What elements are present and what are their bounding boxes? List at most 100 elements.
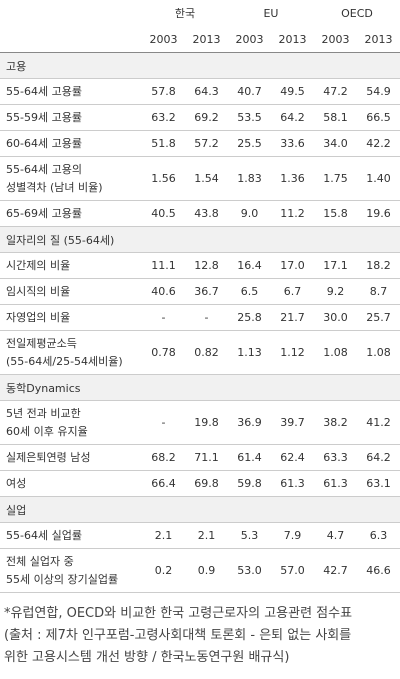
- data-row: 실제은퇴연령 남성 68.2 71.1 61.4 62.4 63.3 64.2: [0, 444, 400, 471]
- section-title: 고용: [0, 52, 400, 79]
- section-row: 일자리의 질 (55-64세): [0, 226, 400, 253]
- section-row: 고용: [0, 52, 400, 79]
- cell: 47.2: [314, 78, 357, 105]
- data-row: 전체 실업자 중 55세 이상의 장기실업률 0.2 0.9 53.0 57.0 42.7 4…: [0, 548, 400, 593]
- cell: 40.6: [142, 278, 185, 305]
- cell: 59.8: [228, 470, 271, 497]
- cell: 57.2: [185, 130, 228, 157]
- data-row: 55-64세 고용률 57.8 64.3 40.7 49.5 47.2 54.9: [0, 78, 400, 105]
- year-header: 2013: [357, 26, 400, 53]
- cell: 8.7: [357, 278, 400, 305]
- cell: 66.4: [142, 470, 185, 497]
- cell: 1.40: [357, 156, 400, 201]
- cell: 1.08: [314, 330, 357, 375]
- cell: 46.6: [357, 548, 400, 593]
- label-line: 여성: [6, 476, 27, 490]
- data-row: 임시직의 비율 40.6 36.7 6.5 6.7 9.2 8.7: [0, 278, 400, 305]
- cell: 4.7: [314, 522, 357, 549]
- year-header: 2003: [314, 26, 357, 53]
- cell: 1.54: [185, 156, 228, 201]
- cell: 61.3: [271, 470, 314, 497]
- cell: 58.1: [314, 104, 357, 131]
- cell: 36.9: [228, 400, 271, 445]
- row-label: 55-64세 고용률: [0, 78, 142, 105]
- data-row: 자영업의 비율 - -25.8 21.7 30.0 25.7: [0, 304, 400, 331]
- label-line: 성별격차 (남녀 비율): [6, 180, 103, 194]
- cell: 61.4: [228, 444, 271, 471]
- row-label: 전일제평균소득 (55-64세/25-54세비율): [0, 330, 142, 375]
- cell: 71.1: [185, 444, 228, 471]
- cell: -: [142, 400, 185, 445]
- cell: 42.2: [357, 130, 400, 157]
- section-title: 일자리의 질 (55-64세): [0, 226, 400, 253]
- label-line: 55-64세 고용률: [6, 84, 82, 98]
- cell: 1.83: [228, 156, 271, 201]
- cell: 6.5: [228, 278, 271, 305]
- year-row: 2003 2013 2003 2013 2003 2013: [0, 26, 400, 53]
- row-label: 55-64세 실업률: [0, 522, 142, 549]
- cell: 34.0: [314, 130, 357, 157]
- group-header: EU: [263, 6, 279, 20]
- cell: 12.8: [185, 252, 228, 279]
- cell: 54.9: [357, 78, 400, 105]
- label-line: (55-64세/25-54세비율): [6, 354, 123, 368]
- data-row: 여성 66.4 69.8 59.8 61.3 61.3 63.1: [0, 470, 400, 497]
- cell: 2.1: [185, 522, 228, 549]
- cell: 30.0: [314, 304, 357, 331]
- year-header: 2003: [142, 26, 185, 53]
- group-header: OECD: [341, 6, 373, 20]
- caption-line: 위한 고용시스템 개선 방향 / 한국노동연구원 배규식): [4, 650, 290, 665]
- group-header: 한국: [174, 7, 196, 20]
- label-line: 55-64세 실업률: [6, 528, 82, 542]
- cell: 57.0: [271, 548, 314, 593]
- cell: 6.3: [357, 522, 400, 549]
- cell: 0.2: [142, 548, 185, 593]
- cell: 63.3: [314, 444, 357, 471]
- row-label: 실제은퇴연령 남성: [0, 444, 142, 471]
- data-row: 65-69세 고용률 40.5 43.8 9.0 11.2 15.8 19.6: [0, 200, 400, 227]
- cell: 40.7: [228, 78, 271, 105]
- row-label: 55-59세 고용률: [0, 104, 142, 131]
- caption-line: *유럽연합, OECD와 비교한 한국 고령근로자의 고용관련 점수표: [4, 606, 353, 621]
- corner: [0, 0, 142, 26]
- row-label: 임시직의 비율: [0, 278, 142, 305]
- section-row: 실업: [0, 496, 400, 523]
- label-line: 60-64세 고용률: [6, 136, 82, 150]
- table-body: 한국 EU OECD 2003 2013 2003 2013 2003 2013 고용 55-64세…: [0, 0, 400, 593]
- cell: 9.0: [228, 200, 271, 227]
- cell: 16.4: [228, 252, 271, 279]
- cell: 51.8: [142, 130, 185, 157]
- cell: 15.8: [314, 200, 357, 227]
- cell: 38.2: [314, 400, 357, 445]
- cell: 19.6: [357, 200, 400, 227]
- label-line: 시간제의 비율: [6, 258, 71, 272]
- data-row: 5년 전과 비교한 60세 이후 유지율 -19.8 36.9 39.7 38.2 41.2: [0, 400, 400, 445]
- cell: 1.75: [314, 156, 357, 201]
- cell: 39.7: [271, 400, 314, 445]
- cell: 64.2: [357, 444, 400, 471]
- cell: 0.9: [185, 548, 228, 593]
- row-label: 여성: [0, 470, 142, 497]
- cell: 7.9: [271, 522, 314, 549]
- cell: 9.2: [314, 278, 357, 305]
- corner: [0, 26, 142, 53]
- cell: 6.7: [271, 278, 314, 305]
- row-label: 전체 실업자 중 55세 이상의 장기실업률: [0, 548, 142, 593]
- section-title: 실업: [0, 496, 400, 523]
- cell: 40.5: [142, 200, 185, 227]
- label-line: 실제은퇴연령 남성: [6, 450, 91, 464]
- label-line: 60세 이후 유지율: [6, 424, 88, 438]
- cell: 2.1: [142, 522, 185, 549]
- row-label: 65-69세 고용률: [0, 200, 142, 227]
- cell: 43.8: [185, 200, 228, 227]
- cell: 69.8: [185, 470, 228, 497]
- row-label: 시간제의 비율: [0, 252, 142, 279]
- data-row: 60-64세 고용률 51.8 57.2 25.5 33.6 34.0 42.2: [0, 130, 400, 157]
- cell: 1.36: [271, 156, 314, 201]
- label-line: 자영업의 비율: [6, 310, 71, 324]
- caption-line: (출처 : 제7차 인구포럼-고령사회대책 토론회 - 은퇴 없는 사회를: [4, 628, 352, 643]
- data-row: 시간제의 비율 11.1 12.8 16.4 17.0 17.1 18.2: [0, 252, 400, 279]
- cell: 0.82: [185, 330, 228, 375]
- cell: 33.6: [271, 130, 314, 157]
